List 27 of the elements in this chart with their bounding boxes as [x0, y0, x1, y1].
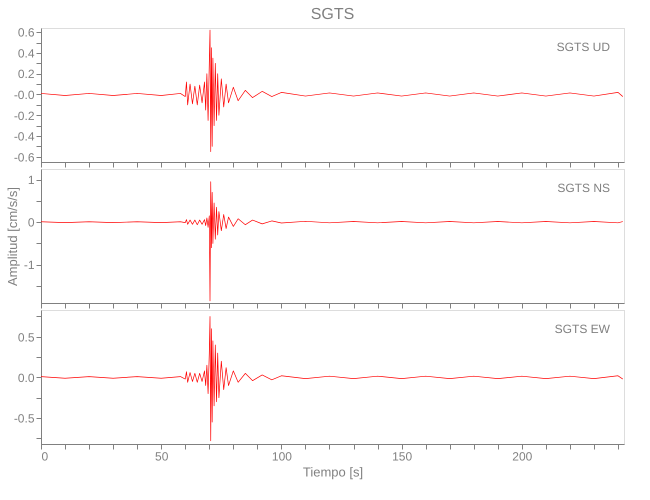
y-tick-label: -0.2	[14, 108, 35, 123]
x-tick-label: 100	[272, 450, 292, 464]
x-tick-label: 150	[392, 450, 412, 464]
y-tick-label: -0.5	[14, 412, 35, 426]
y-tick-label: -0.0	[14, 88, 35, 102]
y-tick-label: 0	[28, 216, 35, 230]
line-series	[41, 30, 624, 152]
line-series	[41, 316, 624, 442]
y-tick-label: -1	[24, 258, 35, 272]
y-tick-label: 0.4	[18, 46, 35, 60]
y-tick-label: 0.6	[18, 26, 35, 40]
y-tick-label: 0.2	[18, 67, 35, 82]
annotation: SGTS EW	[554, 322, 611, 336]
chart-title: SGTS	[310, 6, 354, 24]
y-tick-label: 0.0	[18, 370, 35, 385]
x-tick-label: 50	[155, 450, 169, 464]
x-tick-label: 200	[512, 450, 533, 464]
x-axis-title: Tiempo [s]	[302, 464, 364, 480]
annotation: SGTS NS	[557, 181, 610, 195]
y-tick-label: -0.4	[14, 130, 35, 144]
line-series	[41, 181, 624, 302]
y-tick-label: 0.5	[18, 330, 35, 344]
x-tick-label: 0	[42, 450, 48, 464]
y-tick-label: -0.6	[14, 150, 35, 164]
y-axis-title: Amplitud [cm/s/s]	[4, 187, 20, 286]
y-tick-label: 1	[28, 173, 35, 188]
annotation: SGTS UD	[556, 40, 610, 54]
